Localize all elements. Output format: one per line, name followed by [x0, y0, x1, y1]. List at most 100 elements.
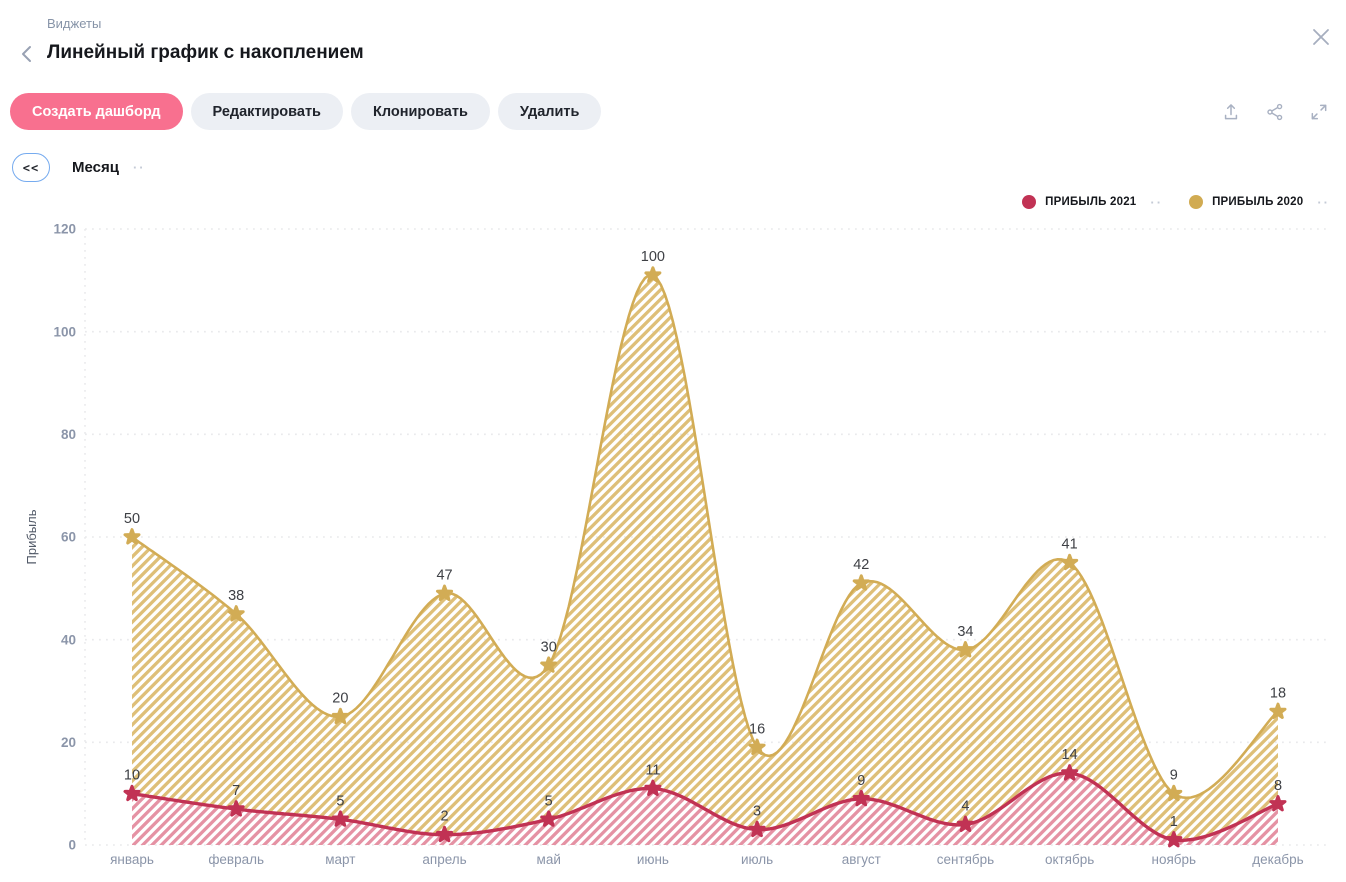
legend-label-2020: ПРИБЫЛЬ 2020 [1212, 196, 1304, 208]
x-tick-label: апрель [422, 852, 466, 867]
legend-item-2021[interactable]: ПРИБЫЛЬ 2021 ·· [1022, 195, 1163, 209]
chart-legend: ПРИБЫЛЬ 2021 ·· ПРИБЫЛЬ 2020 ·· [1022, 195, 1330, 209]
back-button[interactable] [14, 42, 38, 66]
value-label-2021: 2 [441, 809, 449, 825]
upload-icon [1224, 104, 1238, 120]
delete-button[interactable]: Удалить [497, 93, 602, 130]
share-button[interactable] [1264, 101, 1286, 123]
collapse-filters-button[interactable]: << [12, 153, 50, 182]
filter-menu-dots[interactable]: ·· [132, 160, 146, 175]
create-dashboard-button[interactable]: Создать дашборд [10, 93, 183, 130]
value-label-2021: 5 [336, 793, 344, 809]
x-tick-label: март [325, 852, 355, 867]
marker-2021 [956, 815, 974, 832]
value-label-2020: 38 [228, 588, 244, 604]
clone-button[interactable]: Клонировать [350, 93, 490, 130]
legend-dot-2021 [1022, 195, 1037, 209]
x-tick-label: сентябрь [937, 852, 994, 867]
share-icon [1267, 103, 1283, 121]
marker-2020 [748, 738, 766, 755]
series-2020-line [131, 273, 1279, 800]
value-label-2020: 47 [436, 567, 452, 583]
x-tick-label: июль [741, 852, 773, 867]
marker-2021 [644, 779, 662, 796]
value-label-2021: 8 [1274, 778, 1282, 794]
legend-menu-dots-2020[interactable]: ·· [1317, 194, 1330, 210]
value-label-2021: 4 [961, 798, 969, 814]
marker-2020 [227, 605, 245, 622]
filter-row: << Месяц ·· [12, 153, 146, 182]
marker-2021 [852, 789, 870, 807]
marker-2020 [123, 528, 141, 545]
value-label-2021: 11 [645, 763, 660, 779]
value-label-2020: 100 [641, 249, 665, 265]
expand-icon [1311, 104, 1327, 120]
data-point-markers [123, 266, 1287, 848]
marker-2021 [1165, 831, 1183, 848]
marker-2020 [1269, 702, 1287, 719]
marker-2020 [1165, 784, 1183, 802]
value-label-2021: 14 [1062, 747, 1078, 763]
series-2021-line [131, 771, 1279, 843]
marker-2021 [540, 810, 558, 827]
x-tick-label: декабрь [1252, 852, 1303, 867]
value-label-2020: 41 [1062, 537, 1078, 553]
marker-2020 [1061, 553, 1079, 571]
x-tick-label: октябрь [1045, 852, 1094, 867]
value-label-2021: 3 [753, 804, 761, 820]
legend-menu-dots-2021[interactable]: ·· [1150, 194, 1164, 210]
marker-2021 [748, 820, 766, 838]
marker-2020 [331, 707, 349, 725]
export-button[interactable] [1220, 101, 1242, 123]
marker-2021 [436, 825, 454, 843]
value-label-2021: 10 [124, 768, 140, 784]
stacked-area-chart[interactable]: 1075251139414185038204730100164234419180… [0, 192, 1346, 882]
legend-label-2021: ПРИБЫЛЬ 2021 [1045, 196, 1137, 208]
y-tick-label: 0 [68, 838, 76, 853]
marker-2020 [540, 656, 558, 673]
y-axis-title: Прибыль [24, 509, 39, 564]
x-tick-label: февраль [208, 852, 264, 867]
y-tick-label: 40 [61, 632, 76, 647]
value-label-2020: 42 [853, 557, 869, 573]
edit-button[interactable]: Редактировать [190, 93, 343, 130]
y-tick-label: 100 [53, 324, 76, 339]
value-label-2020: 18 [1270, 686, 1286, 702]
close-icon [1313, 29, 1329, 45]
series-2021-area [132, 773, 1278, 845]
value-label-2021: 9 [857, 773, 865, 789]
marker-2021 [123, 784, 141, 802]
marker-2020 [852, 574, 870, 591]
value-label-2020: 16 [749, 721, 765, 737]
value-label-2020: 50 [124, 511, 140, 527]
series-2020-area [132, 275, 1278, 841]
marker-2021 [227, 800, 245, 817]
marker-2021 [1061, 764, 1079, 781]
legend-item-2020[interactable]: ПРИБЫЛЬ 2020 ·· [1189, 195, 1330, 209]
y-tick-label: 80 [61, 427, 76, 442]
marker-2021 [331, 810, 349, 827]
chart-container: ПРИБЫЛЬ 2021 ·· ПРИБЫЛЬ 2020 ·· 10 7 5 2 5 11… [0, 192, 1346, 882]
toolbar: Создать дашборд Редактировать Клонироват… [10, 93, 602, 130]
area-fills [132, 275, 1278, 845]
marker-2020 [956, 641, 974, 658]
chevron-left-icon [21, 46, 31, 62]
close-button[interactable] [1310, 26, 1332, 48]
x-tick-label: июнь [637, 852, 669, 867]
legend-dot-2020 [1189, 195, 1204, 209]
y-tick-label: 120 [53, 222, 76, 237]
marker-2021 [1269, 795, 1287, 812]
x-tick-label: ноябрь [1152, 852, 1197, 867]
x-tick-label: май [537, 852, 561, 867]
x-tick-label: август [842, 852, 881, 867]
y-tick-label: 60 [61, 530, 76, 545]
marker-2020 [436, 584, 454, 601]
y-tick-label: 20 [61, 735, 76, 750]
fullscreen-button[interactable] [1308, 101, 1330, 123]
toolbar-icons [1220, 101, 1330, 123]
breadcrumb[interactable]: Виджеты [47, 16, 102, 31]
filter-name[interactable]: Месяц [72, 159, 119, 176]
